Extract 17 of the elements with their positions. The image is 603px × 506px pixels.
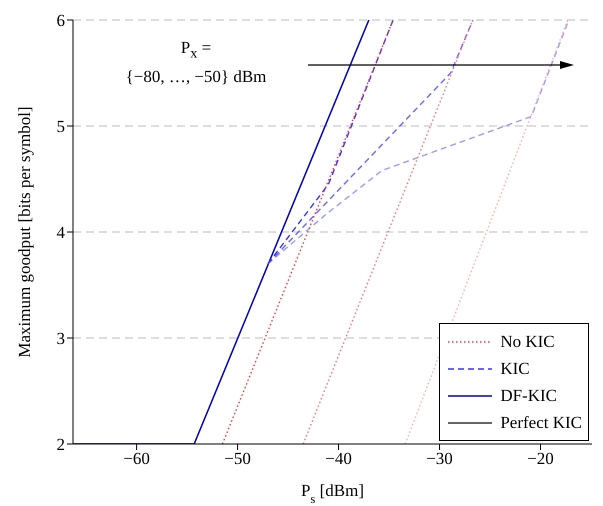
- y-tick-label: 5: [56, 117, 65, 136]
- y-tick-label: 4: [56, 223, 66, 242]
- x-tick-label: −40: [325, 449, 352, 468]
- legend-label: DF-KIC: [500, 386, 557, 406]
- x-tick-label: −20: [527, 449, 554, 468]
- x-tick-label: −30: [426, 449, 453, 468]
- y-tick-label: 3: [56, 329, 65, 348]
- x-tick-label: −50: [224, 449, 251, 468]
- y-tick-label: 2: [56, 435, 65, 454]
- legend-label: No KIC: [500, 332, 555, 352]
- x-axis-title: P$_{s}$ [dBm]: [300, 481, 364, 506]
- annotation: P$_{x}$ = {−80, …, −50} dBm: [124, 37, 268, 88]
- legend-label: KIC: [500, 358, 530, 378]
- y-tick-label: 6: [56, 11, 65, 30]
- x-tick-label: −60: [123, 449, 150, 468]
- legend-label: Perfect KIC: [500, 412, 582, 432]
- y-axis-title: Maximum goodput [bits per symbol]: [15, 106, 34, 358]
